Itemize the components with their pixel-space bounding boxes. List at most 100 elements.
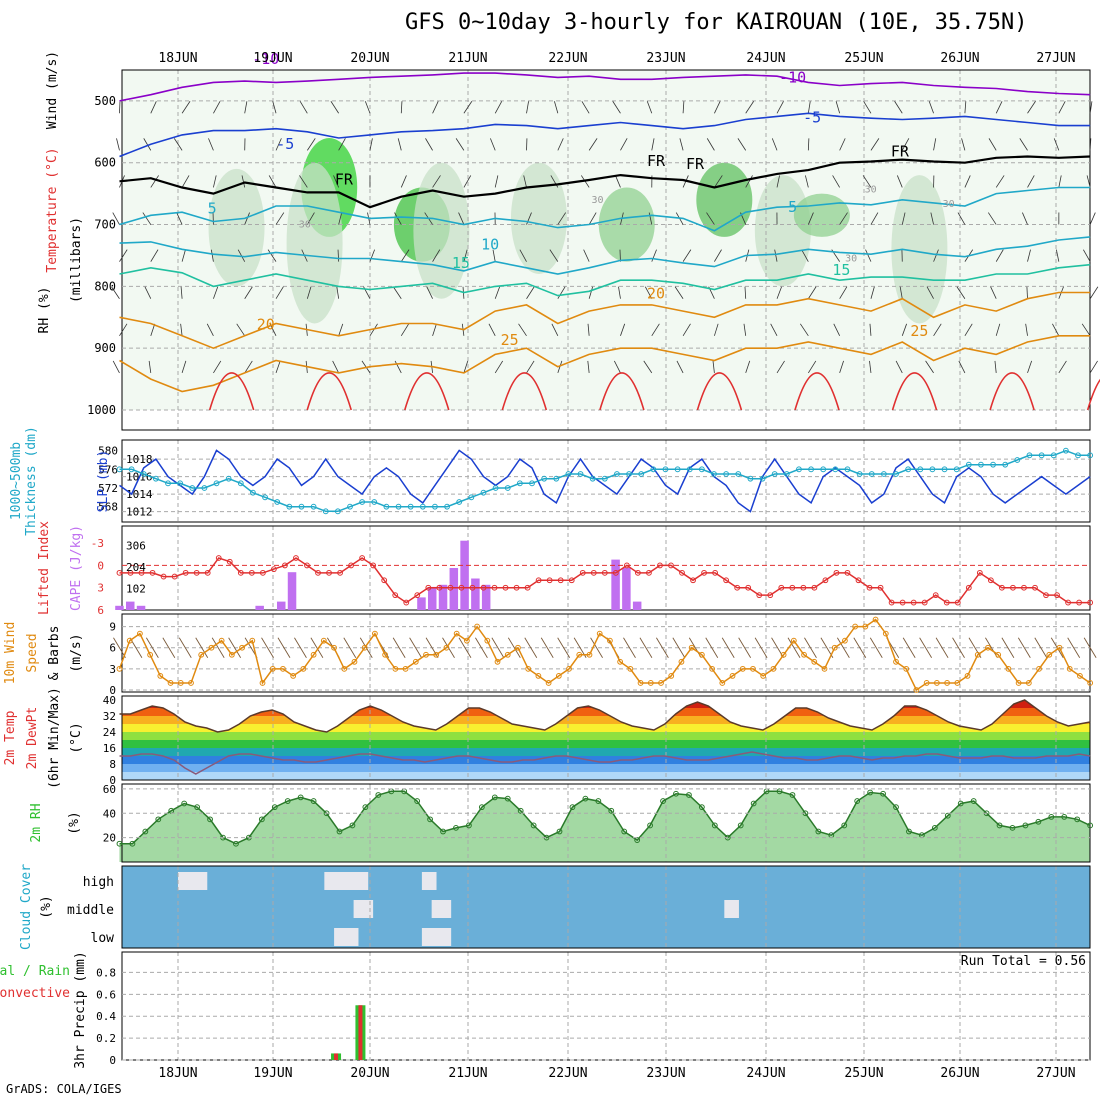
wind-barb bbox=[150, 175, 159, 188]
wind-barb bbox=[208, 138, 214, 151]
thickness-line-point bbox=[601, 475, 608, 482]
surface-wind-barb bbox=[145, 637, 159, 658]
thickness-line-point bbox=[759, 475, 766, 482]
wind-speed-line-point bbox=[842, 637, 848, 644]
lifted-index-line-point bbox=[778, 584, 785, 591]
thickness-line-point bbox=[917, 466, 924, 473]
wind-barb bbox=[338, 138, 346, 151]
thickness-line-point bbox=[334, 508, 341, 515]
pressure-tick: 600 bbox=[94, 156, 116, 170]
lifted-index-line-point bbox=[833, 569, 840, 576]
cape-bar bbox=[632, 601, 642, 610]
wind-barb bbox=[275, 286, 284, 299]
bottom-date-label: 26JUN bbox=[940, 1066, 979, 1081]
wind-barb bbox=[988, 138, 997, 151]
wind-barb bbox=[926, 286, 934, 299]
thickness-line-point bbox=[383, 503, 390, 510]
wind-speed-line-point bbox=[259, 680, 266, 686]
wind-speed-line-point bbox=[566, 665, 572, 672]
wind-barb bbox=[839, 286, 848, 299]
surface-wind-barb bbox=[1017, 637, 1031, 658]
surface-wind-barb bbox=[869, 637, 883, 658]
wind-speed-line-point bbox=[361, 644, 368, 651]
lifted-index-line-point bbox=[1021, 584, 1027, 591]
precip-tick: 0.4 bbox=[96, 1010, 116, 1023]
wind-barb bbox=[833, 323, 841, 336]
precip-tick: 0.6 bbox=[96, 988, 116, 1001]
wind-barb bbox=[554, 101, 559, 114]
wind-barb bbox=[894, 101, 903, 114]
y-axis-label-cloud-percent: (%) bbox=[39, 895, 54, 918]
wind-barb bbox=[210, 249, 214, 262]
wind-speed-line-point bbox=[1015, 680, 1022, 686]
wind-barb bbox=[148, 360, 152, 373]
top-date-label: 18JUN bbox=[158, 51, 197, 66]
wind-tick: 0 bbox=[109, 684, 116, 697]
wind-barb bbox=[745, 175, 753, 188]
wind-barb bbox=[526, 360, 535, 374]
wind-barb bbox=[771, 138, 778, 151]
cloud-patch bbox=[421, 872, 437, 890]
wind-barb bbox=[930, 212, 934, 225]
rh-line-point bbox=[478, 804, 485, 811]
wind-barb bbox=[744, 286, 747, 299]
thickness-line bbox=[119, 449, 1091, 513]
cloud-background bbox=[122, 866, 1090, 948]
wind-barb bbox=[338, 212, 343, 225]
cloud-row-label: high bbox=[83, 875, 114, 890]
wind-barb bbox=[1058, 360, 1067, 374]
lifted-index-line-point bbox=[1076, 599, 1083, 606]
lifted-index-line-point bbox=[745, 584, 752, 591]
rh-line-point bbox=[556, 828, 563, 835]
thickness-line-point bbox=[395, 503, 402, 510]
surface-wind-barb bbox=[1083, 637, 1097, 658]
wind-speed-line-point bbox=[770, 665, 777, 672]
cape-bar bbox=[460, 540, 469, 610]
y-axis-label-convective: Convective bbox=[0, 986, 70, 1001]
wind-barb bbox=[526, 101, 529, 114]
wind-speed-line-point bbox=[780, 651, 787, 658]
wind-speed-line-point bbox=[893, 658, 899, 665]
lifted-index-line-point bbox=[282, 562, 288, 569]
rh-line-point bbox=[181, 800, 188, 807]
cape-tick: 204 bbox=[126, 561, 146, 574]
wind-speed-line-point bbox=[300, 665, 307, 672]
surface-wind-barb bbox=[787, 637, 801, 658]
stability-panel bbox=[121, 525, 1091, 611]
rh-line-point bbox=[310, 798, 317, 804]
thickness-tick: 572 bbox=[98, 482, 118, 495]
temp-band bbox=[122, 700, 1090, 708]
wind-barb bbox=[737, 138, 747, 151]
lifted-index-line-point bbox=[557, 577, 564, 584]
y-axis-label-slp: SLP (mb) bbox=[96, 450, 111, 513]
wind-barb bbox=[933, 323, 942, 337]
wind-barb bbox=[615, 175, 621, 188]
isotherm-line bbox=[119, 291, 1091, 350]
wind-barb bbox=[551, 323, 559, 336]
wind-speed-line-point bbox=[1087, 680, 1094, 686]
wind-barb bbox=[961, 138, 966, 151]
wind-speed-line-point bbox=[586, 651, 593, 658]
wind-barb bbox=[714, 101, 721, 114]
lifted-index-line-point bbox=[193, 569, 200, 576]
wind-barb bbox=[306, 212, 315, 225]
wind-barb bbox=[492, 249, 496, 262]
wind-barb bbox=[1086, 175, 1091, 188]
rh-tick: 40 bbox=[103, 807, 116, 820]
rh-line-point bbox=[142, 828, 149, 835]
thickness-line-point bbox=[686, 466, 693, 473]
contour-label: 30 bbox=[943, 199, 955, 210]
surface-wind-barb bbox=[294, 637, 307, 658]
lifted-index-line-point bbox=[657, 562, 663, 569]
thickness-line-point bbox=[941, 466, 948, 473]
wind-barb bbox=[458, 212, 465, 225]
wind-speed-line-point bbox=[1066, 665, 1073, 672]
surface-wind-barb bbox=[491, 637, 505, 658]
y-axis-label-millibars: (millibars) bbox=[69, 217, 84, 303]
top-date-label: 24JUN bbox=[746, 51, 785, 66]
isotherm-line bbox=[119, 263, 1091, 297]
rh-line-point bbox=[776, 788, 783, 795]
lifted-index-line-point bbox=[800, 584, 807, 591]
thickness-line-point bbox=[516, 480, 523, 487]
